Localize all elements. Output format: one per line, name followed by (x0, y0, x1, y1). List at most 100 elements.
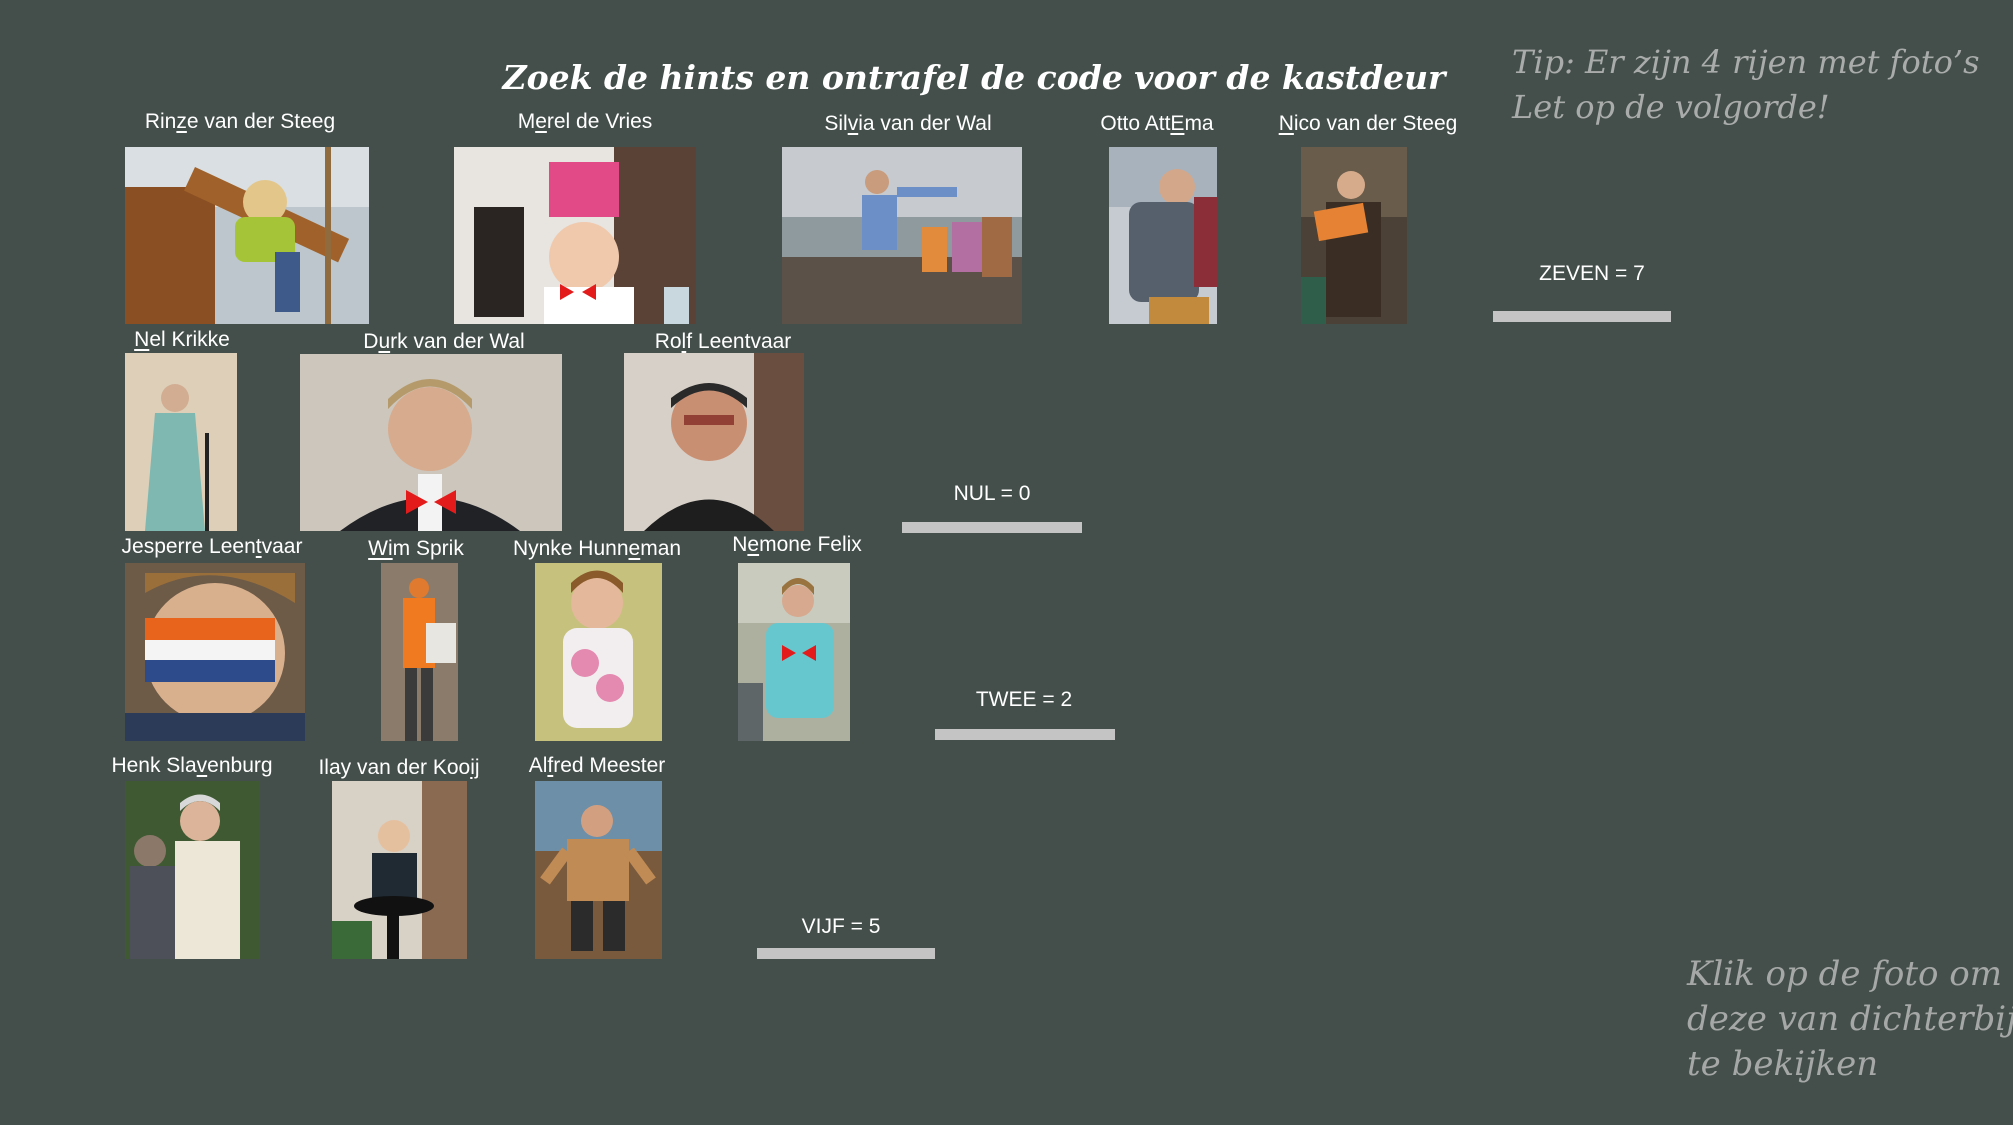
photo-durk[interactable] (300, 354, 562, 531)
name-nico: Nico van der Steeg (1279, 112, 1458, 136)
photo-nemone[interactable] (738, 563, 850, 741)
name-part: rel de Vries (546, 110, 653, 133)
tip-line-2: Let op de volgorde! (1512, 88, 1830, 126)
photo-thumbnail-icon (125, 563, 305, 741)
photo-thumbnail-icon (454, 147, 696, 324)
code-twee: TWEE = 2 (975, 688, 1073, 711)
photo-thumbnail-icon (782, 147, 1022, 324)
photo-rolf[interactable] (624, 353, 804, 531)
photo-ilay[interactable] (332, 781, 467, 959)
name-part: M (517, 110, 536, 133)
photo-thumbnail-icon (300, 354, 562, 531)
photo-silvia[interactable] (782, 147, 1022, 324)
name-rinze: Rinze van der Steeg (145, 110, 335, 134)
name-alfred: Alfred Meester (529, 754, 666, 778)
hint-letter: f (547, 754, 554, 777)
name-part: ma (1184, 112, 1214, 135)
name-wim: Wim Sprik (368, 537, 464, 561)
hint-letter: z (176, 110, 187, 133)
name-part: D (363, 330, 379, 353)
name-henk: Henk Slavenburg (111, 754, 272, 778)
answer-slot-vijf[interactable] (757, 948, 935, 959)
name-part: Nynke Hunn (512, 537, 629, 560)
answer-slot-nul[interactable] (902, 522, 1082, 533)
photo-thumbnail-icon (535, 781, 662, 959)
click-hint-line-2: deze van dichterbij (1687, 999, 2013, 1039)
hint-letter: v (847, 112, 859, 135)
photo-thumbnail-icon (332, 781, 467, 959)
click-hint-text: Klik op de foto om deze van dichterbij t… (1687, 952, 2013, 1087)
photo-nynke[interactable] (535, 563, 662, 741)
hint-letter: Wi (368, 537, 393, 560)
click-hint-line-1: Klik op de foto om (1687, 954, 2002, 994)
photo-thumbnail-icon (624, 353, 804, 531)
name-nel: Nel Krikke (134, 328, 230, 352)
name-part: Jesperre Leen (121, 535, 256, 558)
name-jesperre: Jesperre Leentvaar (122, 535, 303, 559)
photo-rinze[interactable] (125, 147, 369, 324)
name-rolf: Rolf Leentvaar (655, 330, 792, 354)
name-part: N (732, 533, 748, 556)
name-part: Sil (824, 112, 848, 135)
name-nemone: Nemone Felix (732, 533, 862, 557)
name-part: m Sprik (392, 537, 464, 560)
name-part: man (640, 537, 682, 560)
photo-thumbnail-icon (125, 781, 260, 959)
hint-letter: ij (470, 756, 480, 779)
name-ilay: Ilay van der Kooij (318, 756, 479, 780)
name-durk: Durk van der Wal (363, 330, 524, 354)
name-part: Ro (654, 330, 682, 353)
name-otto: Otto AttEma (1100, 112, 1213, 136)
name-part: Al (528, 754, 548, 777)
click-hint-line-3: te bekijken (1687, 1044, 1879, 1084)
name-part: mone Felix (759, 533, 862, 556)
name-part: red Meester (553, 754, 666, 777)
name-part: rk van der Wal (390, 330, 525, 353)
name-part: vaar (261, 535, 303, 558)
hint-letter: N (134, 328, 150, 351)
photo-thumbnail-icon (535, 563, 662, 741)
photo-nel[interactable] (125, 353, 237, 531)
page-title: Zoek de hints en ontrafel de code voor d… (502, 58, 1446, 97)
photo-henk[interactable] (125, 781, 260, 959)
photo-thumbnail-icon (738, 563, 850, 741)
hint-letter: e (747, 533, 760, 556)
name-part: enburg (207, 754, 273, 777)
photo-jesperre[interactable] (125, 563, 305, 741)
name-merel: Merel de Vries (518, 110, 653, 134)
code-vijf: VIJF = 5 (801, 915, 881, 938)
hint-letter: u (378, 330, 391, 353)
name-part: Henk Sla (111, 754, 197, 777)
code-nul: NUL = 0 (953, 482, 1031, 505)
name-nynke: Nynke Hunneman (513, 537, 681, 561)
name-part: ico van der Steeg (1293, 112, 1458, 135)
hint-letter: E (1170, 112, 1185, 135)
name-part: Otto Att (1100, 112, 1171, 135)
hint-letter: l (681, 330, 687, 353)
name-part: e van der Steeg (186, 110, 336, 133)
hint-letter: t (255, 535, 262, 558)
photo-otto[interactable] (1109, 147, 1217, 324)
name-part: ia van der Wal (858, 112, 992, 135)
answer-slot-zeven[interactable] (1493, 311, 1671, 322)
name-part: el Krikke (149, 328, 230, 351)
answer-slot-twee[interactable] (935, 729, 1115, 740)
photo-merel[interactable] (454, 147, 696, 324)
photo-nico[interactable] (1301, 147, 1407, 324)
photo-thumbnail-icon (381, 563, 458, 741)
code-zeven: ZEVEN = 7 (1539, 262, 1645, 285)
photo-alfred[interactable] (535, 781, 662, 959)
name-part: Rin (144, 110, 177, 133)
photo-thumbnail-icon (1109, 147, 1217, 324)
hint-letter: e (628, 537, 641, 560)
name-part: f Leentvaar (686, 330, 792, 353)
tip-line-1: Tip: Er zijn 4 rijen met foto’s (1512, 43, 1980, 81)
hint-letter: v (196, 754, 208, 777)
photo-thumbnail-icon (1301, 147, 1407, 324)
photo-thumbnail-icon (125, 353, 237, 531)
name-part: Ilay van der Koo (318, 756, 471, 779)
tip-text: Tip: Er zijn 4 rijen met foto’s Let op d… (1512, 40, 1992, 130)
hint-letter: e (535, 110, 547, 133)
name-silvia: Silvia van der Wal (824, 112, 991, 136)
photo-wim[interactable] (381, 563, 458, 741)
